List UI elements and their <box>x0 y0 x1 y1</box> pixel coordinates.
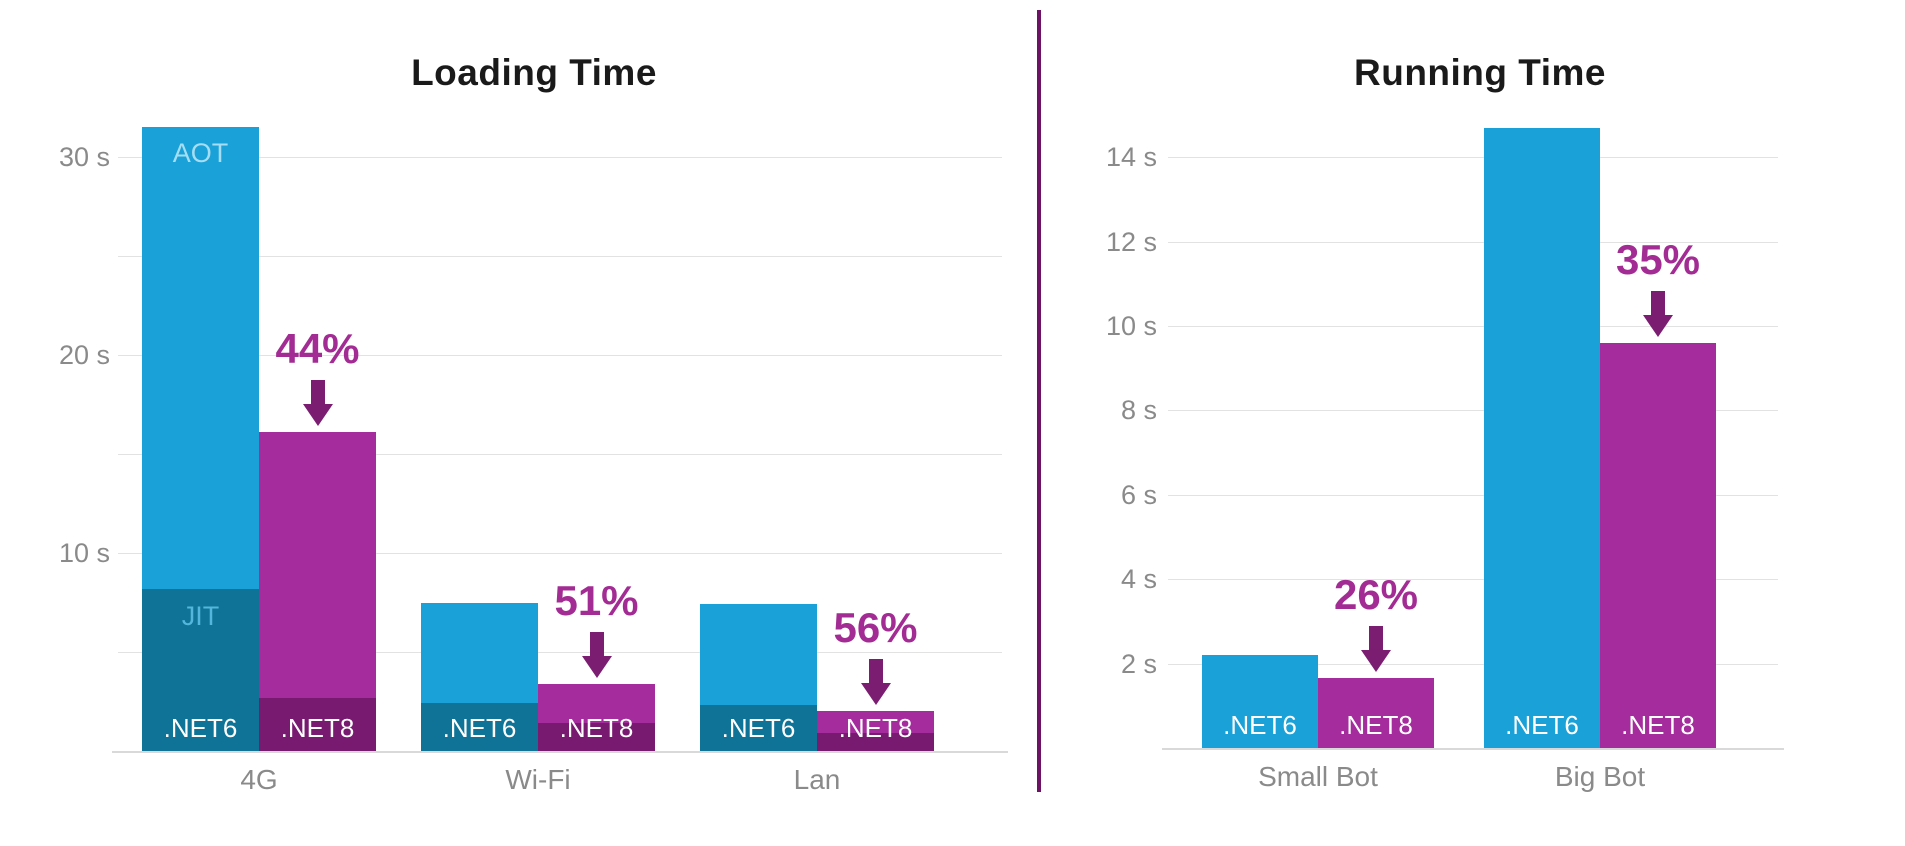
y-axis-tick-label: 12 s <box>1105 227 1157 257</box>
bar-net6: .NET6 <box>1484 127 1600 748</box>
down-arrow-icon <box>581 655 612 678</box>
x-axis-category-label: 4G <box>240 764 278 795</box>
bar-bottom-segment <box>259 697 376 751</box>
y-axis-tick-label: 4 s <box>1120 564 1157 594</box>
bar-series-label: .NET6 <box>163 712 238 743</box>
aot-segment-label: AOT <box>172 138 229 169</box>
x-axis-category-label: Small Bot <box>1258 761 1378 792</box>
bar-series-label: .NET8 <box>838 712 913 743</box>
bar-series-label: .NET8 <box>1339 709 1413 740</box>
gridline <box>1168 157 1778 158</box>
down-arrow-icon <box>1651 290 1665 316</box>
jit-segment-label: JIT <box>181 600 220 631</box>
reduction-percent-label: 56% <box>833 604 918 652</box>
x-axis-line <box>112 751 1008 753</box>
bar-net6: .NET6 <box>421 602 538 751</box>
bar-series-label: .NET8 <box>280 712 355 743</box>
bar-series-label: .NET6 <box>1505 709 1579 740</box>
bar-bottom-segment <box>142 588 259 751</box>
bar-net6: JIT AOT .NET6 <box>142 127 259 751</box>
bar-bottom-segment <box>817 733 934 751</box>
bar-net8: .NET8 <box>538 683 655 751</box>
gridline <box>118 157 1002 158</box>
bar-bottom-segment <box>700 705 817 751</box>
gridline <box>118 652 1002 653</box>
bar-net6: .NET6 <box>700 604 817 751</box>
bar-net8: .NET8 <box>817 711 934 751</box>
bar-bottom-segment <box>421 703 538 751</box>
right-chart-title: Running Time <box>1354 52 1606 93</box>
bar-series-label: .NET6 <box>1223 709 1297 740</box>
y-axis-tick-label: 6 s <box>1120 480 1157 510</box>
down-arrow-icon <box>868 659 883 685</box>
x-axis-category-label: Wi-Fi <box>505 764 571 795</box>
chart-divider <box>1037 10 1041 792</box>
reduction-percent-label: 35% <box>1615 235 1701 283</box>
gridline <box>1168 579 1778 580</box>
gridline <box>1168 410 1778 411</box>
down-arrow-icon <box>1643 314 1673 337</box>
bar-series-label: .NET6 <box>721 712 796 743</box>
gridline <box>1168 326 1778 327</box>
reduction-percent-label: 26% <box>1333 571 1419 619</box>
gridline <box>1168 495 1778 496</box>
bar-series-label: .NET8 <box>1621 709 1695 740</box>
bar-series-label: .NET8 <box>559 712 634 743</box>
y-axis-tick-label: 20 s <box>58 340 110 370</box>
bar-bottom-segment <box>538 723 655 751</box>
down-arrow-icon <box>589 631 604 657</box>
bar-net6: .NET6 <box>1202 655 1318 748</box>
y-axis-tick-label: 2 s <box>1120 649 1157 679</box>
gridline <box>1168 242 1778 243</box>
y-axis-tick-label: 14 s <box>1105 142 1157 172</box>
down-arrow-icon <box>860 683 891 706</box>
x-axis-category-label: Lan <box>793 764 841 795</box>
left-chart-title: Loading Time <box>411 52 657 93</box>
y-axis-tick-label: 10 s <box>1105 311 1157 341</box>
y-axis-tick-label: 10 s <box>58 538 110 568</box>
x-axis-line <box>1162 748 1784 750</box>
reduction-percent-label: 44% <box>275 325 360 373</box>
gridline <box>118 553 1002 554</box>
bar-net8: .NET8 <box>259 432 376 751</box>
reduction-percent-label: 51% <box>554 576 639 624</box>
x-axis-category-label: Big Bot <box>1554 761 1646 792</box>
down-arrow-icon <box>302 404 333 427</box>
bar-series-label: .NET6 <box>442 713 517 743</box>
y-axis-tick-label: 8 s <box>1120 395 1157 425</box>
y-axis-tick-label: 30 s <box>58 142 110 172</box>
down-arrow-icon <box>1361 650 1391 673</box>
gridline <box>118 454 1002 455</box>
bar-net8: .NET8 <box>1600 342 1716 748</box>
gridline <box>118 256 1002 257</box>
bar-net8: .NET8 <box>1318 678 1434 748</box>
gridline <box>1168 664 1778 665</box>
down-arrow-icon <box>1369 626 1383 652</box>
gridline <box>118 355 1002 356</box>
down-arrow-icon <box>310 380 325 406</box>
